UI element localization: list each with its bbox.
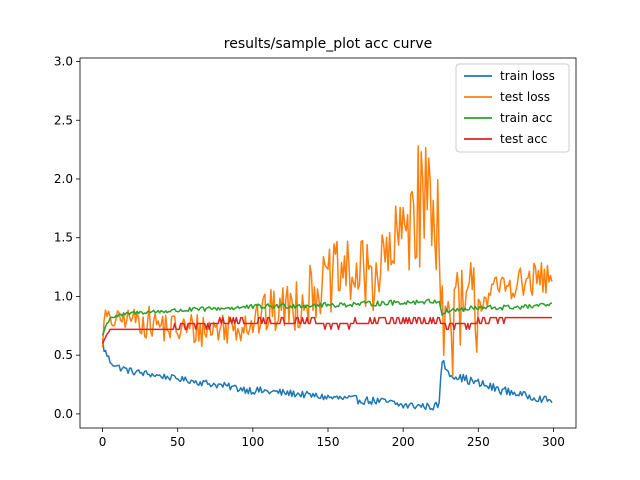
y-tick-label: 1.0 [54, 289, 73, 303]
x-tick-label: 150 [317, 435, 340, 449]
series-line-train-loss [101, 338, 553, 411]
series-layer [101, 145, 553, 411]
series-line-test-loss [101, 145, 553, 377]
legend: train loss test loss train acc test acc [455, 63, 570, 153]
legend-entry: train loss [500, 69, 555, 83]
series-line-train-acc [101, 298, 553, 336]
y-tick-label: 3.0 [54, 55, 73, 69]
y-tick-label: 0.5 [54, 348, 73, 362]
chart-title: results/sample_plot acc curve [224, 36, 432, 52]
x-tick-label: 0 [99, 435, 107, 449]
y-tick-label: 2.5 [54, 113, 73, 127]
legend-box [455, 63, 570, 153]
x-tick-label: 250 [467, 435, 490, 449]
x-tick-label: 300 [542, 435, 565, 449]
axes-layer: 0 50 100 150 200 250 300 0.0 0.5 1.0 1.5 2.0 2.5 3.0 [54, 55, 577, 449]
legend-entry: train acc [500, 111, 552, 125]
series-line-test-acc [101, 316, 552, 344]
y-tick-label: 2.0 [54, 172, 73, 186]
x-tick-label: 200 [392, 435, 415, 449]
y-tick-label: 0.0 [54, 407, 73, 421]
legend-entry: test loss [500, 90, 550, 104]
x-tick-label: 50 [170, 435, 185, 449]
legend-entry: test acc [500, 132, 547, 146]
x-tick-label: 100 [241, 435, 264, 449]
y-tick-label: 1.5 [54, 231, 73, 245]
